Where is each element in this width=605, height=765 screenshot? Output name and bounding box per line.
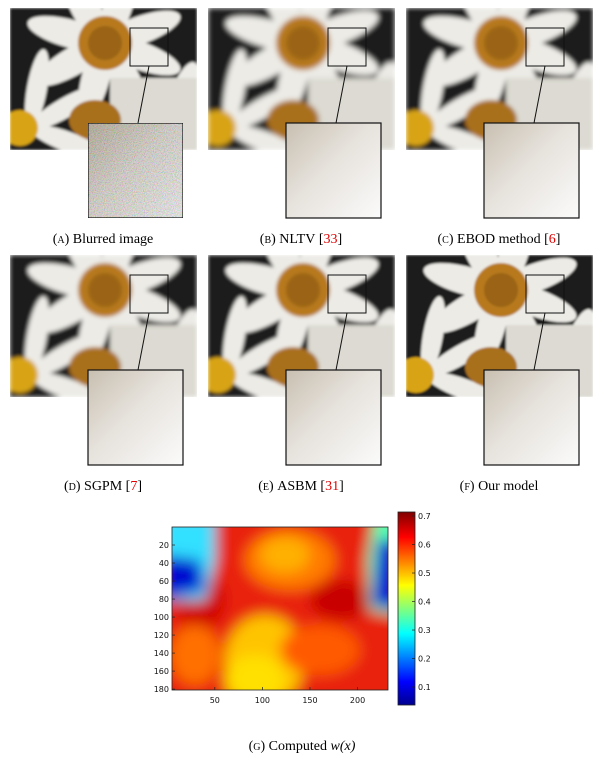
cite-close: ] [137,479,142,494]
caption: (e) ASBM [31] [258,479,343,494]
zoom-connector [335,65,348,124]
colorbar-tick-label: 0.1 [418,683,431,692]
blob [225,655,285,690]
x-tick-label: 200 [350,696,365,705]
caption-label: (c) [438,232,454,247]
zoom-connector [137,312,150,371]
colorbar-tick-label: 0.5 [418,569,431,578]
blob [310,580,370,620]
colorbar [397,511,416,706]
zoom-connector [533,65,546,124]
colorbar-tick-label: 0.7 [418,512,431,521]
result-image [208,255,395,466]
caption: (b) NLTV [33] [260,232,342,247]
result-image [10,8,197,219]
colorbar-tick-label: 0.4 [418,598,431,607]
caption-math: w(x) [331,739,356,754]
caption: (g) Computed w(x) [249,739,356,754]
plot-frame [171,526,389,691]
zoom-connector [335,312,348,371]
y-tick-label: 140 [154,649,169,658]
caption-text: SGPM [84,479,123,494]
cite-number: 6 [549,232,556,247]
zoom-inset [483,122,580,219]
y-tick-label: 160 [154,667,169,676]
cite-open: [ [320,479,325,494]
blob [260,537,310,573]
result-image [10,255,197,466]
cite-number: 31 [325,479,339,494]
y-tick-label: 60 [159,577,169,586]
caption-label: (g) [249,739,266,754]
colorbar-tick-label: 0.2 [418,655,431,664]
caption-label: (b) [260,232,276,247]
cite-close: ] [556,232,561,247]
y-tick-label: 20 [159,541,169,550]
x-tick-label: 150 [302,696,317,705]
heatmap [172,527,388,690]
y-tick-label: 100 [154,613,169,622]
x-tick-label: 50 [210,696,220,705]
cite-number: 33 [324,232,338,247]
cite-open: [ [126,479,131,494]
blob [172,625,220,685]
cite-number: 7 [130,479,137,494]
blob [280,625,360,675]
caption-label: (e) [258,479,274,494]
caption: (a) Blurred image [53,232,154,247]
zoom-inset [483,369,580,466]
y-tick-label: 180 [154,685,169,694]
zoom-inset [285,369,382,466]
zoom-inset [285,122,382,219]
caption-label: (f) [460,479,475,494]
zoom-inset [87,369,184,466]
result-image [208,8,395,219]
caption-text: Computed [269,739,327,754]
zoom-connector [533,312,546,371]
colorbar-tick-label: 0.6 [418,540,431,549]
caption: (d) SGPM [7] [64,479,142,494]
caption-text: EBOD method [457,232,541,247]
caption-text: ASBM [277,479,317,494]
result-image [406,8,593,219]
cite-close: ] [339,479,344,494]
caption: (c) EBOD method [6] [438,232,561,247]
y-tick-label: 80 [159,595,169,604]
result-image [406,255,593,466]
y-tick-label: 120 [154,631,169,640]
x-tick-label: 100 [255,696,270,705]
caption-text: Our model [478,479,538,494]
caption-label: (d) [64,479,81,494]
caption: (f) Our model [460,479,539,494]
blob [372,540,388,608]
heatmap-field [172,527,388,690]
blob [172,556,205,598]
cite-open: [ [544,232,549,247]
caption-label: (a) [53,232,70,247]
zoom-connector [137,65,150,124]
cite-open: [ [319,232,324,247]
cite-close: ] [338,232,343,247]
colorbar-tick-label: 0.3 [418,626,431,635]
caption-text: NLTV [279,232,315,247]
y-tick-label: 40 [159,559,169,568]
caption-text: Blurred image [73,232,153,247]
zoom-inset [87,122,184,219]
